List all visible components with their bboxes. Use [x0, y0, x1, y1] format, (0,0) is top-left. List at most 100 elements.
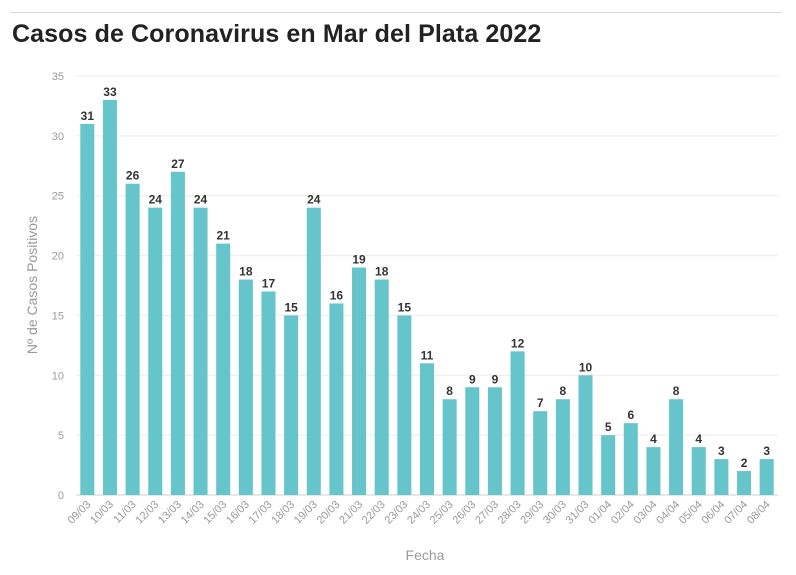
bar-value-label: 18: [375, 265, 389, 279]
bar-value-label: 15: [284, 300, 298, 314]
bar: [669, 399, 684, 495]
bar: [487, 387, 502, 495]
bar-value-label: 2: [741, 456, 748, 470]
x-tick-label: 08/04: [745, 499, 773, 527]
x-tick-label: 29/03: [518, 499, 546, 527]
x-tick-label: 23/03: [383, 499, 411, 527]
bar-value-label: 4: [650, 432, 657, 446]
bar-value-label: 19: [352, 253, 366, 267]
bar-value-label: 11: [421, 348, 434, 362]
x-tick-label: 20/03: [315, 499, 343, 527]
x-tick-label: 18/03: [269, 499, 297, 527]
bar-value-label: 8: [673, 384, 680, 398]
bar-value-label: 26: [126, 169, 140, 183]
bar-value-label: 27: [171, 157, 185, 171]
x-tick-label: 14/03: [179, 499, 207, 527]
y-tick-label: 10: [52, 370, 64, 382]
bar-value-label: 24: [307, 193, 321, 207]
x-tick-label: 28/03: [496, 499, 524, 527]
bar: [193, 207, 208, 495]
y-tick-label: 30: [52, 131, 64, 143]
bar: [646, 447, 661, 495]
x-tick-label: 24/03: [405, 499, 433, 527]
bar: [102, 99, 117, 495]
bar-value-label: 24: [149, 193, 163, 207]
y-tick-label: 5: [58, 430, 64, 442]
bar-value-label: 3: [718, 444, 725, 458]
x-tick-label: 26/03: [450, 499, 478, 527]
bar-value-label: 15: [398, 300, 412, 314]
bar: [261, 291, 276, 495]
x-tick-label: 30/03: [541, 499, 569, 527]
bar: [533, 411, 548, 495]
top-divider: [10, 12, 782, 13]
x-tick-label: 13/03: [156, 499, 184, 527]
bar: [737, 471, 752, 495]
bar: [714, 459, 729, 495]
bar: [374, 279, 389, 495]
x-tick-label: 03/04: [632, 499, 660, 527]
bar: [465, 387, 480, 495]
x-tick-label: 02/04: [609, 499, 637, 527]
bar: [170, 171, 185, 495]
bar: [510, 351, 525, 495]
x-tick-label: 12/03: [133, 499, 161, 527]
bar-value-label: 3: [763, 444, 770, 458]
bar-value-label: 12: [511, 336, 525, 350]
bar-value-label: 18: [239, 265, 253, 279]
chart-title: Casos de Coronavirus en Mar del Plata 20…: [12, 20, 542, 48]
gridlines: [76, 75, 778, 496]
bars: [80, 99, 774, 495]
x-tick-label: 16/03: [224, 499, 252, 527]
bar: [601, 435, 616, 495]
x-tick-label: 17/03: [247, 499, 275, 527]
bar-value-label: 5: [605, 420, 612, 434]
bar: [148, 207, 163, 495]
bar: [306, 207, 321, 495]
x-tick-label: 10/03: [88, 499, 116, 527]
bar-value-label: 31: [81, 109, 95, 123]
bar-value-label: 33: [103, 85, 117, 99]
bar-value-label: 6: [627, 408, 634, 422]
x-tick-label: 11/03: [111, 499, 138, 526]
bar-value-label: 24: [194, 193, 208, 207]
x-tick-label: 07/04: [722, 499, 750, 527]
bar-value-label: 7: [537, 396, 544, 410]
x-tick-label: 22/03: [360, 499, 388, 527]
bar-value-label: 10: [579, 360, 593, 374]
bar-value-label: 17: [262, 276, 276, 290]
x-tick-label: 04/04: [654, 499, 682, 527]
bar-value-label: 8: [446, 384, 453, 398]
x-tick-label: 01/04: [586, 499, 614, 527]
bar: [329, 303, 344, 495]
bar-value-label: 9: [469, 372, 476, 386]
x-tick-label: 31/03: [564, 499, 592, 527]
bar: [397, 315, 412, 495]
bar: [442, 399, 457, 495]
bar: [578, 375, 593, 495]
bar: [623, 423, 638, 495]
x-tick-label: 15/03: [201, 499, 229, 527]
bar-value-label: 21: [217, 229, 231, 243]
bar-value-label: 9: [492, 372, 499, 386]
bar: [691, 447, 706, 495]
x-tick-label: 05/04: [677, 499, 705, 527]
x-tick-label: 21/03: [337, 499, 365, 527]
y-tick-label: 15: [52, 310, 64, 322]
y-tick-label: 25: [52, 191, 64, 203]
x-tick-label: 25/03: [428, 499, 456, 527]
x-axis-ticks: 09/0310/0311/0312/0313/0314/0315/0316/03…: [65, 499, 772, 527]
bar: [125, 183, 140, 495]
bar: [419, 363, 435, 495]
bar-value-label: 8: [560, 384, 567, 398]
bar: [238, 279, 253, 495]
y-axis-ticks: 0 5 10 15 20 25 30 35: [52, 71, 64, 502]
bar: [80, 123, 95, 495]
bar: [284, 315, 299, 495]
y-axis-title: Nº de Casos Positivos: [24, 216, 40, 354]
x-tick-label: 27/03: [473, 499, 501, 527]
x-tick-label: 09/03: [65, 499, 93, 527]
x-tick-label: 19/03: [292, 499, 320, 527]
